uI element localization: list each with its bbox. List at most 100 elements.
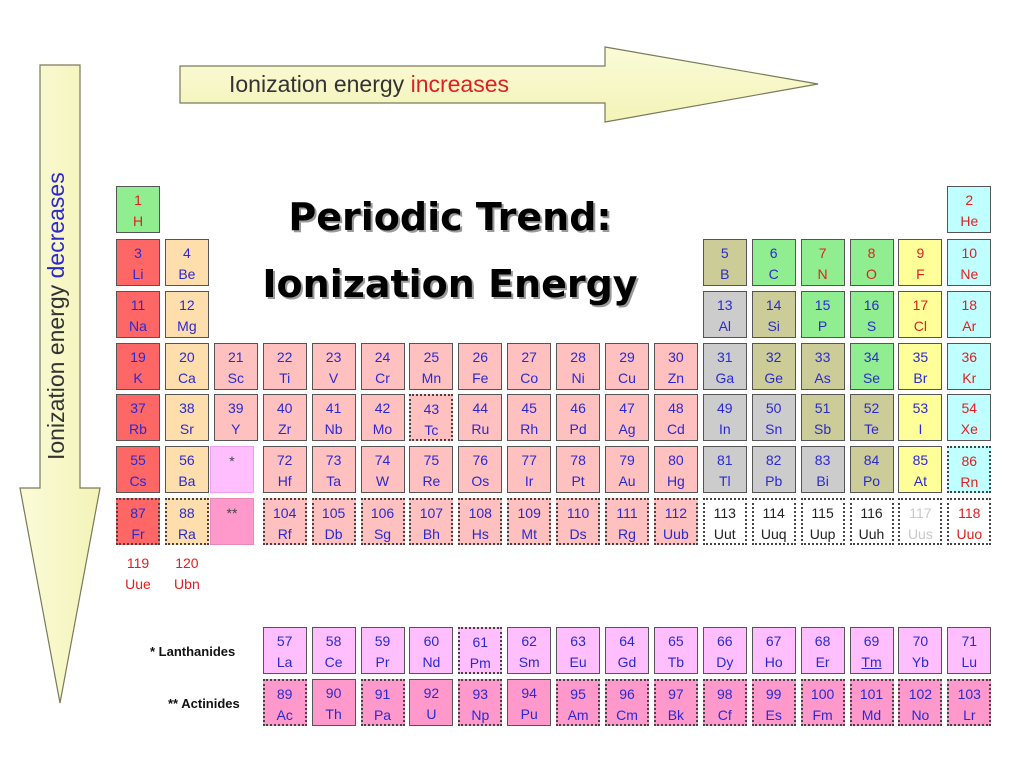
atomic-number: 78: [570, 452, 586, 468]
element-symbol: Ca: [177, 370, 196, 386]
element-symbol: Dy: [716, 654, 734, 670]
atomic-number: 66: [717, 633, 733, 649]
horizontal-arrow-shape: [179, 46, 819, 123]
atomic-number: 16: [863, 297, 880, 313]
element-symbol: In: [718, 421, 731, 437]
element-cell-sg: 106 Sg: [360, 498, 405, 545]
element-symbol: Uuq: [760, 526, 787, 542]
atomic-number: 110: [566, 505, 590, 521]
element-cell-hf: 72 Hf: [262, 446, 307, 493]
atomic-number: 54: [961, 400, 978, 416]
atomic-number: 25: [423, 349, 440, 365]
element-symbol: Ds: [569, 526, 587, 542]
atomic-number: 98: [717, 686, 733, 702]
element-symbol: Pd: [569, 421, 587, 437]
atomic-number: 34: [863, 349, 880, 365]
element-symbol: Cl: [913, 318, 927, 334]
element-cell-mt: 109 Mt: [507, 498, 552, 545]
atomic-number: 106: [370, 505, 395, 521]
element-cell-ac: 89 Ac: [262, 679, 307, 726]
element-symbol: Hf: [277, 473, 292, 489]
horizontal-arrow-label: Ionization energy increases: [229, 71, 509, 98]
atomic-number: 114: [762, 505, 785, 521]
actinides-label: ** Actinides: [168, 696, 240, 711]
atomic-number: 68: [814, 633, 831, 649]
element-cell-sc: 21 Sc: [213, 343, 258, 390]
element-symbol: C: [768, 266, 779, 282]
element-cell-se: 34 Se: [849, 343, 894, 390]
atomic-number: 95: [570, 686, 586, 702]
element-cell-be: 4 Be: [164, 239, 209, 286]
element-symbol: F: [916, 266, 925, 282]
element-symbol: Ni: [571, 370, 585, 386]
element-cell-u: 92 U: [409, 679, 454, 726]
element-symbol: Cu: [618, 370, 636, 386]
element-cell-ce: 58 Ce: [311, 627, 356, 674]
atomic-number: 46: [570, 400, 586, 416]
atomic-number: 104: [273, 505, 297, 521]
atomic-number: 44: [472, 400, 489, 416]
element-symbol: At: [913, 473, 927, 489]
atomic-number: 13: [717, 297, 733, 313]
element-cell-os: 76 Os: [458, 446, 503, 493]
element-cell-nb: 41 Nb: [311, 394, 356, 441]
atomic-number: 105: [321, 505, 346, 521]
element-symbol: Xe: [960, 421, 978, 437]
element-symbol: Al: [718, 318, 732, 334]
element-symbol: W: [375, 473, 390, 489]
element-symbol: Rf: [277, 526, 292, 542]
element-symbol: Mg: [177, 318, 197, 334]
element-symbol: Sr: [179, 421, 194, 437]
atomic-number: 52: [863, 400, 880, 416]
element-symbol: Rg: [618, 526, 636, 542]
element-cell-y: 39 Y: [213, 394, 258, 441]
element-cell-no: 102 No: [898, 679, 943, 726]
atomic-number: 7: [818, 245, 827, 261]
element-symbol: Am: [567, 707, 589, 723]
element-symbol: Pb: [765, 473, 783, 489]
atomic-number: 99: [765, 686, 782, 702]
element-cell-pu: 94 Pu: [507, 679, 552, 726]
element-cell-ta: 73 Ta: [311, 446, 356, 493]
element-symbol: Fr: [131, 526, 145, 542]
element-symbol: Fm: [812, 707, 833, 723]
element-cell-cr: 24 Cr: [360, 343, 405, 390]
element-symbol: Rh: [520, 421, 539, 437]
element-symbol: Hs: [471, 526, 489, 542]
element-cell-pt: 78 Pt: [556, 446, 601, 493]
element-symbol: U: [426, 706, 437, 722]
atomic-number: 27: [521, 349, 537, 365]
element-symbol: P: [817, 318, 828, 334]
element-cell-cf: 98 Cf: [702, 679, 747, 726]
element-symbol: Au: [618, 473, 636, 489]
element-cell-xe: 54 Xe: [947, 394, 992, 441]
horizontal-arrow-text: Ionization energy: [229, 71, 405, 97]
atomic-number: 12: [179, 297, 195, 313]
element-cell-kr: 36 Kr: [947, 343, 992, 390]
element-symbol: Uup: [809, 526, 836, 542]
atomic-number: 100: [810, 686, 835, 702]
atomic-number: 65: [668, 633, 684, 649]
element-symbol: Cs: [129, 473, 147, 489]
element-symbol: Bi: [816, 473, 829, 489]
atomic-number: 61: [472, 634, 489, 650]
element-symbol: H: [132, 213, 144, 229]
atomic-number: 74: [374, 452, 391, 468]
element-symbol: Mn: [421, 370, 442, 386]
atomic-number: 29: [619, 349, 635, 365]
element-symbol: Sc: [227, 370, 244, 386]
atomic-number: 2: [965, 192, 974, 208]
element-symbol: Md: [861, 707, 882, 723]
element-cell-es: 99 Es: [751, 679, 796, 726]
element-cell-ru: 44 Ru: [458, 394, 503, 441]
atomic-number: 101: [859, 686, 884, 702]
element-cell-pd: 46 Pd: [556, 394, 601, 441]
atomic-number: 112: [664, 505, 688, 521]
atomic-number: 76: [472, 452, 489, 468]
element-cell-k: 19 K: [116, 343, 160, 390]
element-cell-mg: 12 Mg: [164, 291, 209, 338]
atomic-number: 73: [325, 452, 342, 468]
element-cell-ga: 31 Ga: [702, 343, 747, 390]
